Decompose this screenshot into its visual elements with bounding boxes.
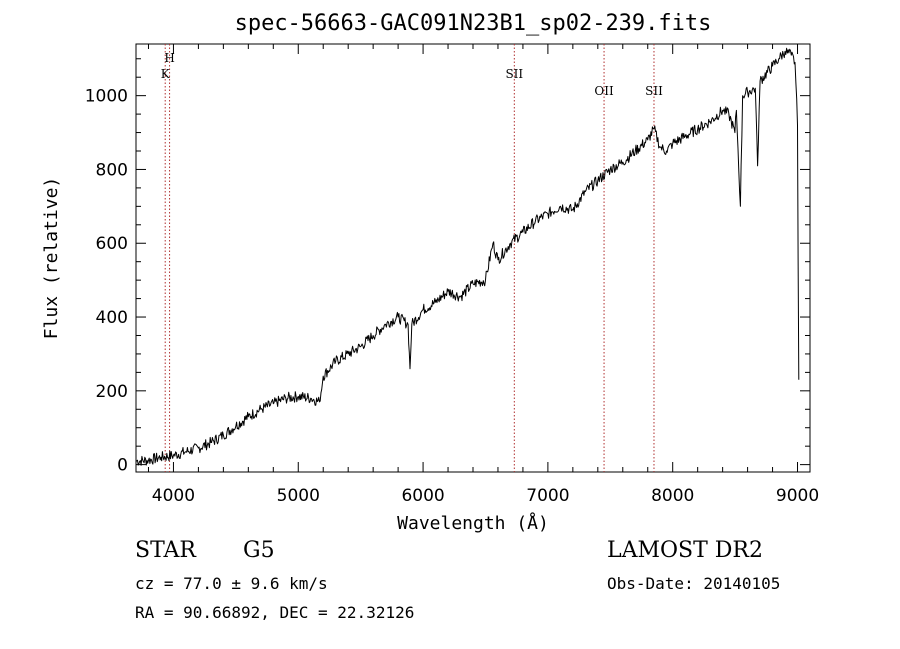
ra-dec: RA = 90.66892, DEC = 22.32126 [135, 603, 415, 622]
chart-title: spec-56663-GAC091N23B1_sp02-239.fits [235, 11, 712, 36]
x-tick-label: 5000 [277, 486, 320, 506]
spectral-line-label: SII [645, 84, 663, 98]
x-tick-label: 8000 [651, 486, 694, 506]
x-tick-label: 9000 [776, 486, 819, 506]
spectral-line-label: SII [505, 67, 523, 81]
observation-date: Obs-Date: 20140105 [607, 574, 781, 593]
spectral-line-label: OII [594, 84, 614, 98]
spectral-line-markers: KH SII OII SII [161, 44, 663, 472]
y-tick-label: 1000 [85, 87, 128, 107]
x-axis-label: Wavelength (Å) [397, 512, 549, 534]
y-tick-label: 600 [96, 234, 128, 254]
y-tick-label: 800 [96, 160, 128, 180]
x-tick-label: 7000 [526, 486, 569, 506]
object-subclass: G5 [243, 538, 275, 563]
x-axis-ticks: 4000 5000 6000 7000 8000 9000 [147, 44, 819, 506]
spectral-line-label: H [164, 51, 174, 65]
redshift-cz: cz = 77.0 ± 9.6 km/s [135, 574, 328, 593]
x-tick-label: 4000 [152, 486, 195, 506]
x-tick-label: 6000 [401, 486, 444, 506]
spectral-line-label: K [161, 67, 171, 81]
survey-label: LAMOST DR2 [607, 538, 763, 563]
plot-frame [135, 43, 811, 473]
y-tick-label: 0 [117, 456, 128, 476]
y-tick-label: 400 [96, 308, 128, 328]
object-class: STAR [135, 538, 196, 563]
y-axis-ticks: 0 200 400 600 800 1000 [85, 58, 810, 476]
y-tick-label: 200 [96, 382, 128, 402]
spectrum-series-line [135, 47, 800, 466]
y-axis-label: Flux (relative) [41, 177, 62, 340]
